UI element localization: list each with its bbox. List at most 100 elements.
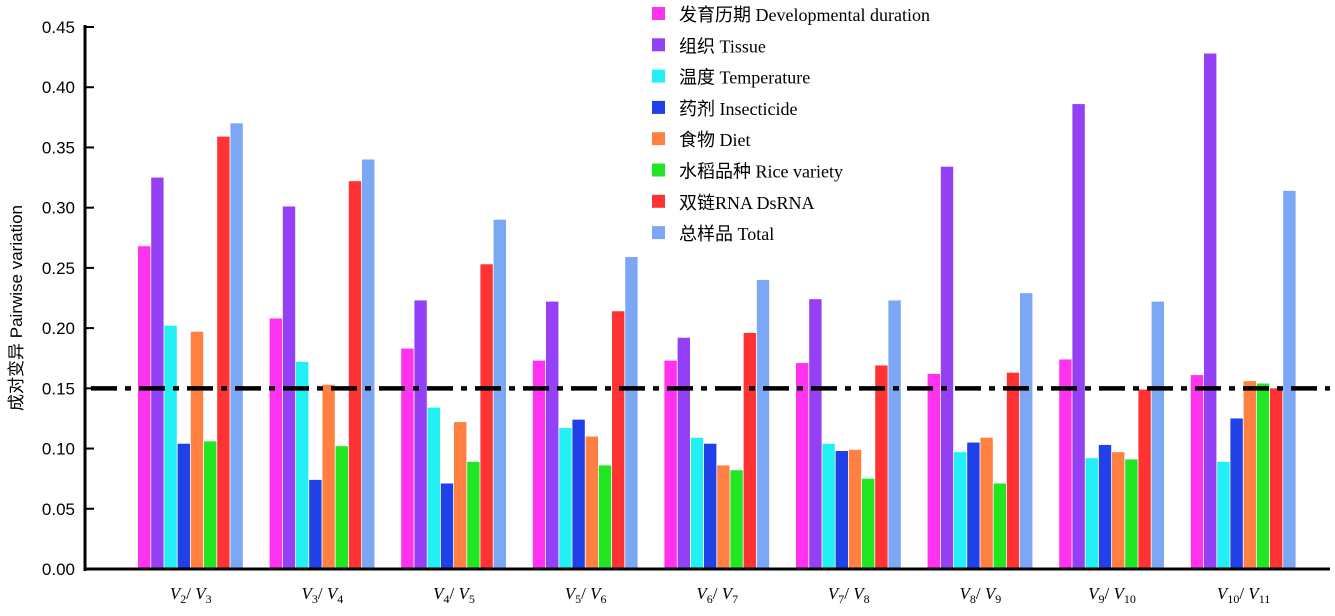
bar: [1256, 383, 1270, 569]
legend-label: 发育历期 Developmental duration: [679, 5, 930, 25]
bar: [177, 443, 190, 569]
bar: [730, 470, 743, 569]
x-tick-label: V6/ V7: [696, 584, 738, 606]
bar: [743, 332, 756, 569]
legend-swatch: [652, 7, 665, 20]
bar: [664, 360, 677, 569]
y-tick-label: 0.10: [42, 440, 75, 459]
bar: [967, 442, 980, 569]
x-tick-label: V10/ V11: [1217, 584, 1270, 606]
y-tick-label: 0.45: [42, 18, 75, 37]
bar: [809, 299, 822, 569]
bar: [151, 177, 164, 570]
legend-swatch: [652, 226, 665, 240]
x-axis: V2/ V3 V3/ V4 V4/ V5 V5/ V6 V6/ V7 V7/ V8 V8/ …: [84, 567, 1330, 606]
legend-swatch: [652, 38, 665, 52]
x-tick-label: V2/ V3: [170, 584, 212, 606]
bar: [1059, 359, 1072, 569]
bar: [335, 446, 348, 569]
x-tick-label: V8/ V9: [960, 584, 1002, 606]
bar: [427, 407, 440, 569]
bar: [296, 361, 309, 569]
bar: [1125, 459, 1138, 569]
bar: [559, 428, 572, 569]
bar: [1072, 104, 1085, 569]
bar: [1204, 53, 1217, 569]
y-tick-label: 0.30: [42, 199, 75, 218]
bar: [454, 422, 467, 569]
bar: [572, 419, 585, 569]
y-tick-label: 0.20: [42, 319, 75, 338]
bar: [190, 331, 204, 569]
bar: [848, 449, 862, 569]
bar: [1006, 372, 1020, 569]
y-tick-label: 0.25: [42, 259, 75, 278]
bar: [993, 483, 1006, 569]
bar: [309, 479, 322, 569]
bar: [1283, 190, 1296, 569]
bar: [1230, 418, 1243, 569]
bar: [1151, 301, 1164, 569]
bar: [480, 264, 493, 569]
legend-swatch: [652, 69, 665, 83]
bar: [1138, 389, 1151, 569]
y-tick-label: 0.40: [42, 78, 75, 97]
bar: [625, 257, 638, 569]
bar: [440, 483, 454, 569]
bar: [204, 441, 217, 569]
legend-label: 总样品 Total: [679, 224, 774, 244]
bar: [980, 437, 993, 569]
bar: [164, 325, 177, 569]
bar: [546, 301, 559, 569]
bar: [677, 337, 690, 569]
bar: [875, 365, 888, 569]
bar: [822, 443, 835, 569]
bar: [690, 437, 704, 569]
bar: [927, 373, 940, 569]
y-axis: 0.00 0.05 0.10 0.15 0.20 0.25 0.30 0.35 0.40 0.45: [42, 18, 94, 579]
bar: [401, 348, 414, 569]
y-tick-label: 0.15: [42, 379, 75, 398]
bar: [954, 452, 967, 569]
bar: [532, 360, 546, 569]
x-tick-label: V5/ V6: [565, 584, 607, 606]
x-tick-label: V3/ V4: [302, 584, 344, 606]
bar: [414, 300, 427, 569]
bar: [322, 384, 335, 569]
bar: [612, 311, 625, 569]
x-tick-label: V7/ V8: [828, 584, 870, 606]
legend-label: 温度 Temperature: [679, 68, 810, 88]
bar: [1217, 461, 1230, 569]
bar: [1270, 388, 1283, 569]
bar: [1098, 444, 1112, 569]
legend-label: 双链RNA DsRNA: [679, 193, 815, 213]
legend-label: 水稻品种 Rice variety: [679, 162, 843, 182]
bar: [362, 159, 375, 569]
bar: [1085, 458, 1098, 569]
x-tick-label: V4/ V5: [433, 584, 475, 606]
y-tick-label: 0.00: [42, 560, 75, 579]
legend: 发育历期 Developmental duration 组织 Tissue 温度 T…: [652, 5, 930, 244]
bar: [1112, 452, 1125, 569]
bar: [217, 136, 230, 570]
bar: [862, 478, 875, 569]
y-tick-label: 0.35: [42, 138, 75, 157]
bar: [598, 465, 612, 569]
bar: [835, 450, 848, 569]
y-axis-label: 成对变异 Pairwise variation: [7, 205, 26, 411]
bar: [493, 219, 506, 569]
bar: [888, 300, 901, 569]
y-tick-label: 0.05: [42, 500, 75, 519]
legend-label: 药剂 Insecticide: [679, 99, 797, 119]
bar: [467, 461, 480, 569]
bar: [1243, 381, 1256, 569]
legend-swatch: [652, 100, 665, 114]
bar: [230, 123, 243, 569]
bars: [138, 53, 1296, 570]
legend-swatch: [652, 194, 665, 208]
bar: [138, 246, 151, 569]
legend-label: 食物 Diet: [679, 130, 751, 150]
bar: [717, 465, 730, 569]
legend-swatch: [652, 132, 665, 146]
